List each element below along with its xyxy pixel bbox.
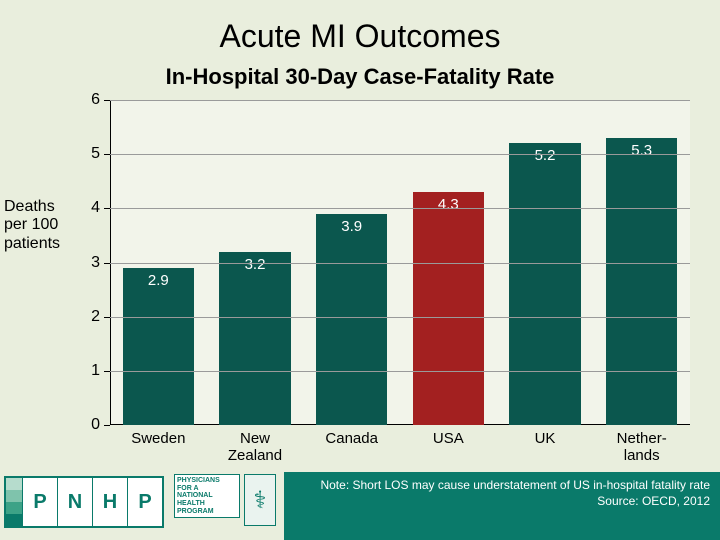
bar: 3.2 — [219, 252, 291, 425]
bar: 5.3 — [606, 138, 678, 425]
y-tick-label: 6 — [91, 91, 100, 109]
y-tick — [104, 154, 110, 155]
footer-source: Note: Short LOS may cause understatement… — [284, 472, 720, 540]
seal-text: PHYSICIANS FOR A NATIONAL HEALTH PROGRAM — [174, 474, 240, 518]
grid-line — [110, 100, 690, 101]
x-category-label: USA — [433, 431, 464, 448]
bar-value-label: 3.2 — [219, 256, 291, 273]
y-axis-label: Deaths per 100 patients — [4, 198, 60, 253]
logo-stripe — [6, 502, 22, 514]
x-category-label: UK — [535, 431, 556, 448]
grid-line — [110, 371, 690, 372]
logo-stripes — [6, 478, 22, 526]
x-category-label: Canada — [325, 431, 378, 448]
footer-source-line: Source: OECD, 2012 — [597, 494, 710, 510]
y-tick-label: 5 — [91, 145, 100, 163]
bar-value-label: 2.9 — [123, 272, 195, 289]
logo-letters: PNHP — [22, 478, 162, 526]
y-tick — [104, 425, 110, 426]
bar: 3.9 — [316, 214, 388, 425]
logo-stripe — [6, 478, 22, 490]
footer-logo-area: PNHP — [0, 472, 170, 540]
footer: PNHP PHYSICIANS FOR A NATIONAL HEALTH PR… — [0, 472, 720, 540]
y-tick-label: 2 — [91, 308, 100, 326]
slide-title: Acute MI Outcomes — [0, 18, 720, 55]
bar-value-label: 5.3 — [606, 142, 678, 159]
plot-area: 2.9Sweden3.2New Zealand3.9Canada4.3USA5.… — [110, 100, 690, 425]
x-category-label: Sweden — [131, 431, 185, 448]
slide-subtitle: In-Hospital 30-Day Case-Fatality Rate — [0, 64, 720, 90]
bar: 2.9 — [123, 268, 195, 425]
y-tick — [104, 371, 110, 372]
grid-line — [110, 263, 690, 264]
bar-value-label: 4.3 — [413, 196, 485, 213]
bar-value-label: 3.9 — [316, 218, 388, 235]
y-tick-label: 4 — [91, 199, 100, 217]
footer-seal: PHYSICIANS FOR A NATIONAL HEALTH PROGRAM… — [170, 472, 284, 540]
y-tick — [104, 263, 110, 264]
pnhp-logo: PNHP — [4, 476, 164, 528]
bar-value-label: 5.2 — [509, 147, 581, 164]
grid-line — [110, 208, 690, 209]
logo-letter: P — [22, 478, 57, 526]
x-category-label: New Zealand — [228, 431, 282, 464]
y-tick-label: 0 — [91, 416, 100, 434]
caduceus-icon: ⚕ — [244, 474, 276, 526]
logo-letter: H — [92, 478, 127, 526]
grid-line — [110, 317, 690, 318]
x-category-label: Nether- lands — [617, 431, 667, 464]
y-tick — [104, 100, 110, 101]
logo-letter: P — [127, 478, 162, 526]
bar: 5.2 — [509, 143, 581, 425]
y-tick-label: 3 — [91, 254, 100, 272]
logo-letter: N — [57, 478, 92, 526]
chart: 2.9Sweden3.2New Zealand3.9Canada4.3USA5.… — [80, 100, 700, 460]
grid-line — [110, 154, 690, 155]
logo-stripe — [6, 514, 22, 526]
y-tick — [104, 317, 110, 318]
bar: 4.3 — [413, 192, 485, 425]
slide-root: Acute MI Outcomes In-Hospital 30-Day Cas… — [0, 0, 720, 540]
y-tick — [104, 208, 110, 209]
logo-stripe — [6, 490, 22, 502]
footer-note: Note: Short LOS may cause understatement… — [320, 478, 710, 494]
y-tick-label: 1 — [91, 362, 100, 380]
